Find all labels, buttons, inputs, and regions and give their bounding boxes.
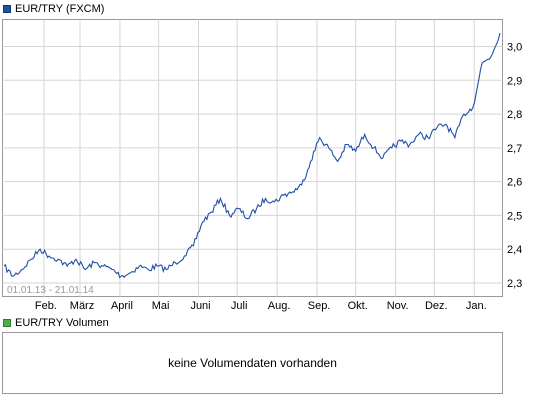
x-tick-label: Juli <box>231 300 248 312</box>
x-tick-label: Okt. <box>348 300 368 312</box>
price-chart: 2,3 2,4 2,5 2,6 2,7 2,8 2,9 3,0 Feb. März April Ma… <box>2 19 522 312</box>
volume-legend-swatch <box>3 319 11 327</box>
y-tick-label: 2,5 <box>507 210 522 222</box>
x-tick-label: Dez. <box>425 300 448 312</box>
volume-legend-label: EUR/TRY Volumen <box>15 317 109 329</box>
price-legend: EUR/TRY (FXCM) <box>3 2 104 16</box>
y-tick-label: 2,7 <box>507 143 522 155</box>
x-tick-label: Aug. <box>268 300 291 312</box>
volume-plot-frame <box>2 332 503 394</box>
price-plot-frame <box>2 19 503 297</box>
y-tick-label: 2,9 <box>507 75 522 87</box>
x-tick-label: Nov. <box>387 300 409 312</box>
x-tick-label: März <box>70 300 94 312</box>
x-tick-label: Mai <box>152 300 170 312</box>
x-tick-label: April <box>111 300 133 312</box>
volume-legend: EUR/TRY Volumen <box>3 316 109 330</box>
y-tick-label: 2,8 <box>507 109 522 121</box>
x-tick-label: Feb. <box>35 300 57 312</box>
x-tick-label: Jan. <box>466 300 487 312</box>
y-tick-label: 3,0 <box>507 42 522 54</box>
y-tick-label: 2,6 <box>507 177 522 189</box>
y-tick-label: 2,3 <box>507 278 522 290</box>
x-tick-label: Juni <box>190 300 210 312</box>
volume-message-text: keine Volumendaten vorhanden <box>168 356 337 370</box>
price-series-line <box>3 32 501 279</box>
vertical-gridlines <box>43 19 475 297</box>
y-tick-labels: 2,3 2,4 2,5 2,6 2,7 2,8 2,9 3,0 <box>507 42 522 290</box>
x-tick-label: Sep. <box>308 300 331 312</box>
price-legend-swatch <box>3 5 11 13</box>
y-tick-label: 2,4 <box>507 244 522 256</box>
price-legend-label: EUR/TRY (FXCM) <box>15 3 105 15</box>
volume-message: keine Volumendaten vorhanden <box>2 332 503 394</box>
date-range-label: 01.01.13 - 21.01.14 <box>7 285 94 296</box>
x-tick-labels: Feb. März April Mai Juni Juli Aug. Sep. Okt. Nov.… <box>35 300 487 312</box>
horizontal-gridlines <box>2 46 503 284</box>
